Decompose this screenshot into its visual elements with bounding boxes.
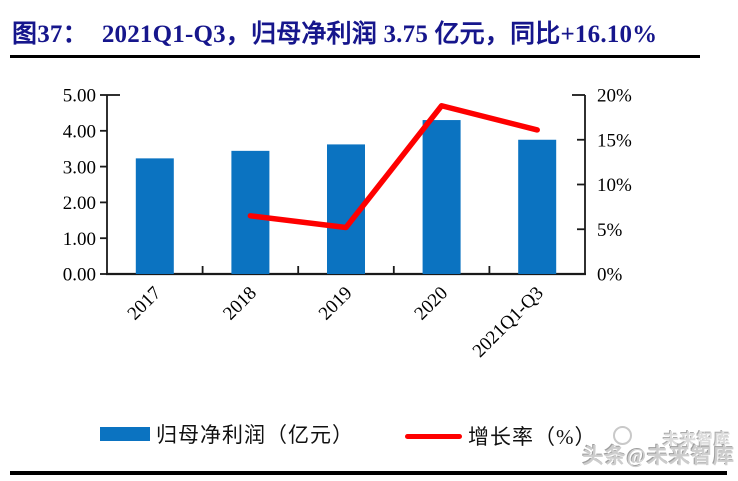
bar-line-chart: 5.00 4.00 3.00 2.00 1.00 0.00 20% 15% 10% 5% 0% 201… <box>63 86 632 362</box>
legend-item-net-profit: 归母净利润（亿元） <box>100 419 354 449</box>
right-axis-tick-label: 10% <box>597 175 632 196</box>
x-label-2020: 2020 <box>410 283 452 325</box>
figure-title: 图37： 2021Q1-Q3，归母净利润 3.75 亿元，同比+16.10% <box>12 14 657 50</box>
bar-series-swatch <box>100 427 150 441</box>
title-underline <box>10 55 700 58</box>
bar-2017 <box>135 158 174 274</box>
left-axis-tick-label: 5.00 <box>63 86 96 107</box>
right-axis-tick-label: 20% <box>597 86 632 107</box>
figure-title-text: 2021Q1-Q3，归母净利润 3.75 亿元，同比+16.10% <box>101 21 658 48</box>
x-label-2021Q1-Q3: 2021Q1-Q3 <box>469 283 548 362</box>
figure-number: 图37： <box>12 21 88 48</box>
left-axis-tick-label: 3.00 <box>63 157 96 178</box>
line-series-swatch <box>405 433 462 439</box>
watermark: 未来智库 头条@未来智库 <box>582 424 737 474</box>
x-label-2017: 2017 <box>124 283 166 325</box>
growth-rate-line <box>247 102 540 231</box>
legend-item-growth-rate: 增长率（%） <box>405 421 597 451</box>
bottom-border-line <box>10 471 727 475</box>
left-axis-tick-label: 0.00 <box>63 265 96 286</box>
watermark-small-text: 未来智库 <box>662 432 731 449</box>
x-label-2019: 2019 <box>315 283 357 325</box>
x-label-2018: 2018 <box>219 283 261 325</box>
bar-2021Q1-Q3 <box>518 139 557 274</box>
right-axis-tick-label: 0% <box>597 265 623 286</box>
bar-2020 <box>422 120 461 274</box>
right-axis-tick-label: 5% <box>597 220 623 241</box>
left-axis-tick-label: 2.00 <box>63 193 96 214</box>
watermark-main-text: 头条@未来智库 <box>582 444 735 468</box>
right-axis-tick-label: 15% <box>597 130 632 151</box>
bar-2018 <box>231 150 270 274</box>
left-axis-tick-label: 1.00 <box>63 229 96 250</box>
legend-label-net-profit: 归母净利润（亿元） <box>156 423 354 447</box>
left-axis-tick-label: 4.00 <box>63 121 96 142</box>
watermark-logo-icon <box>613 426 632 445</box>
legend-label-growth-rate: 增长率（%） <box>468 425 597 449</box>
